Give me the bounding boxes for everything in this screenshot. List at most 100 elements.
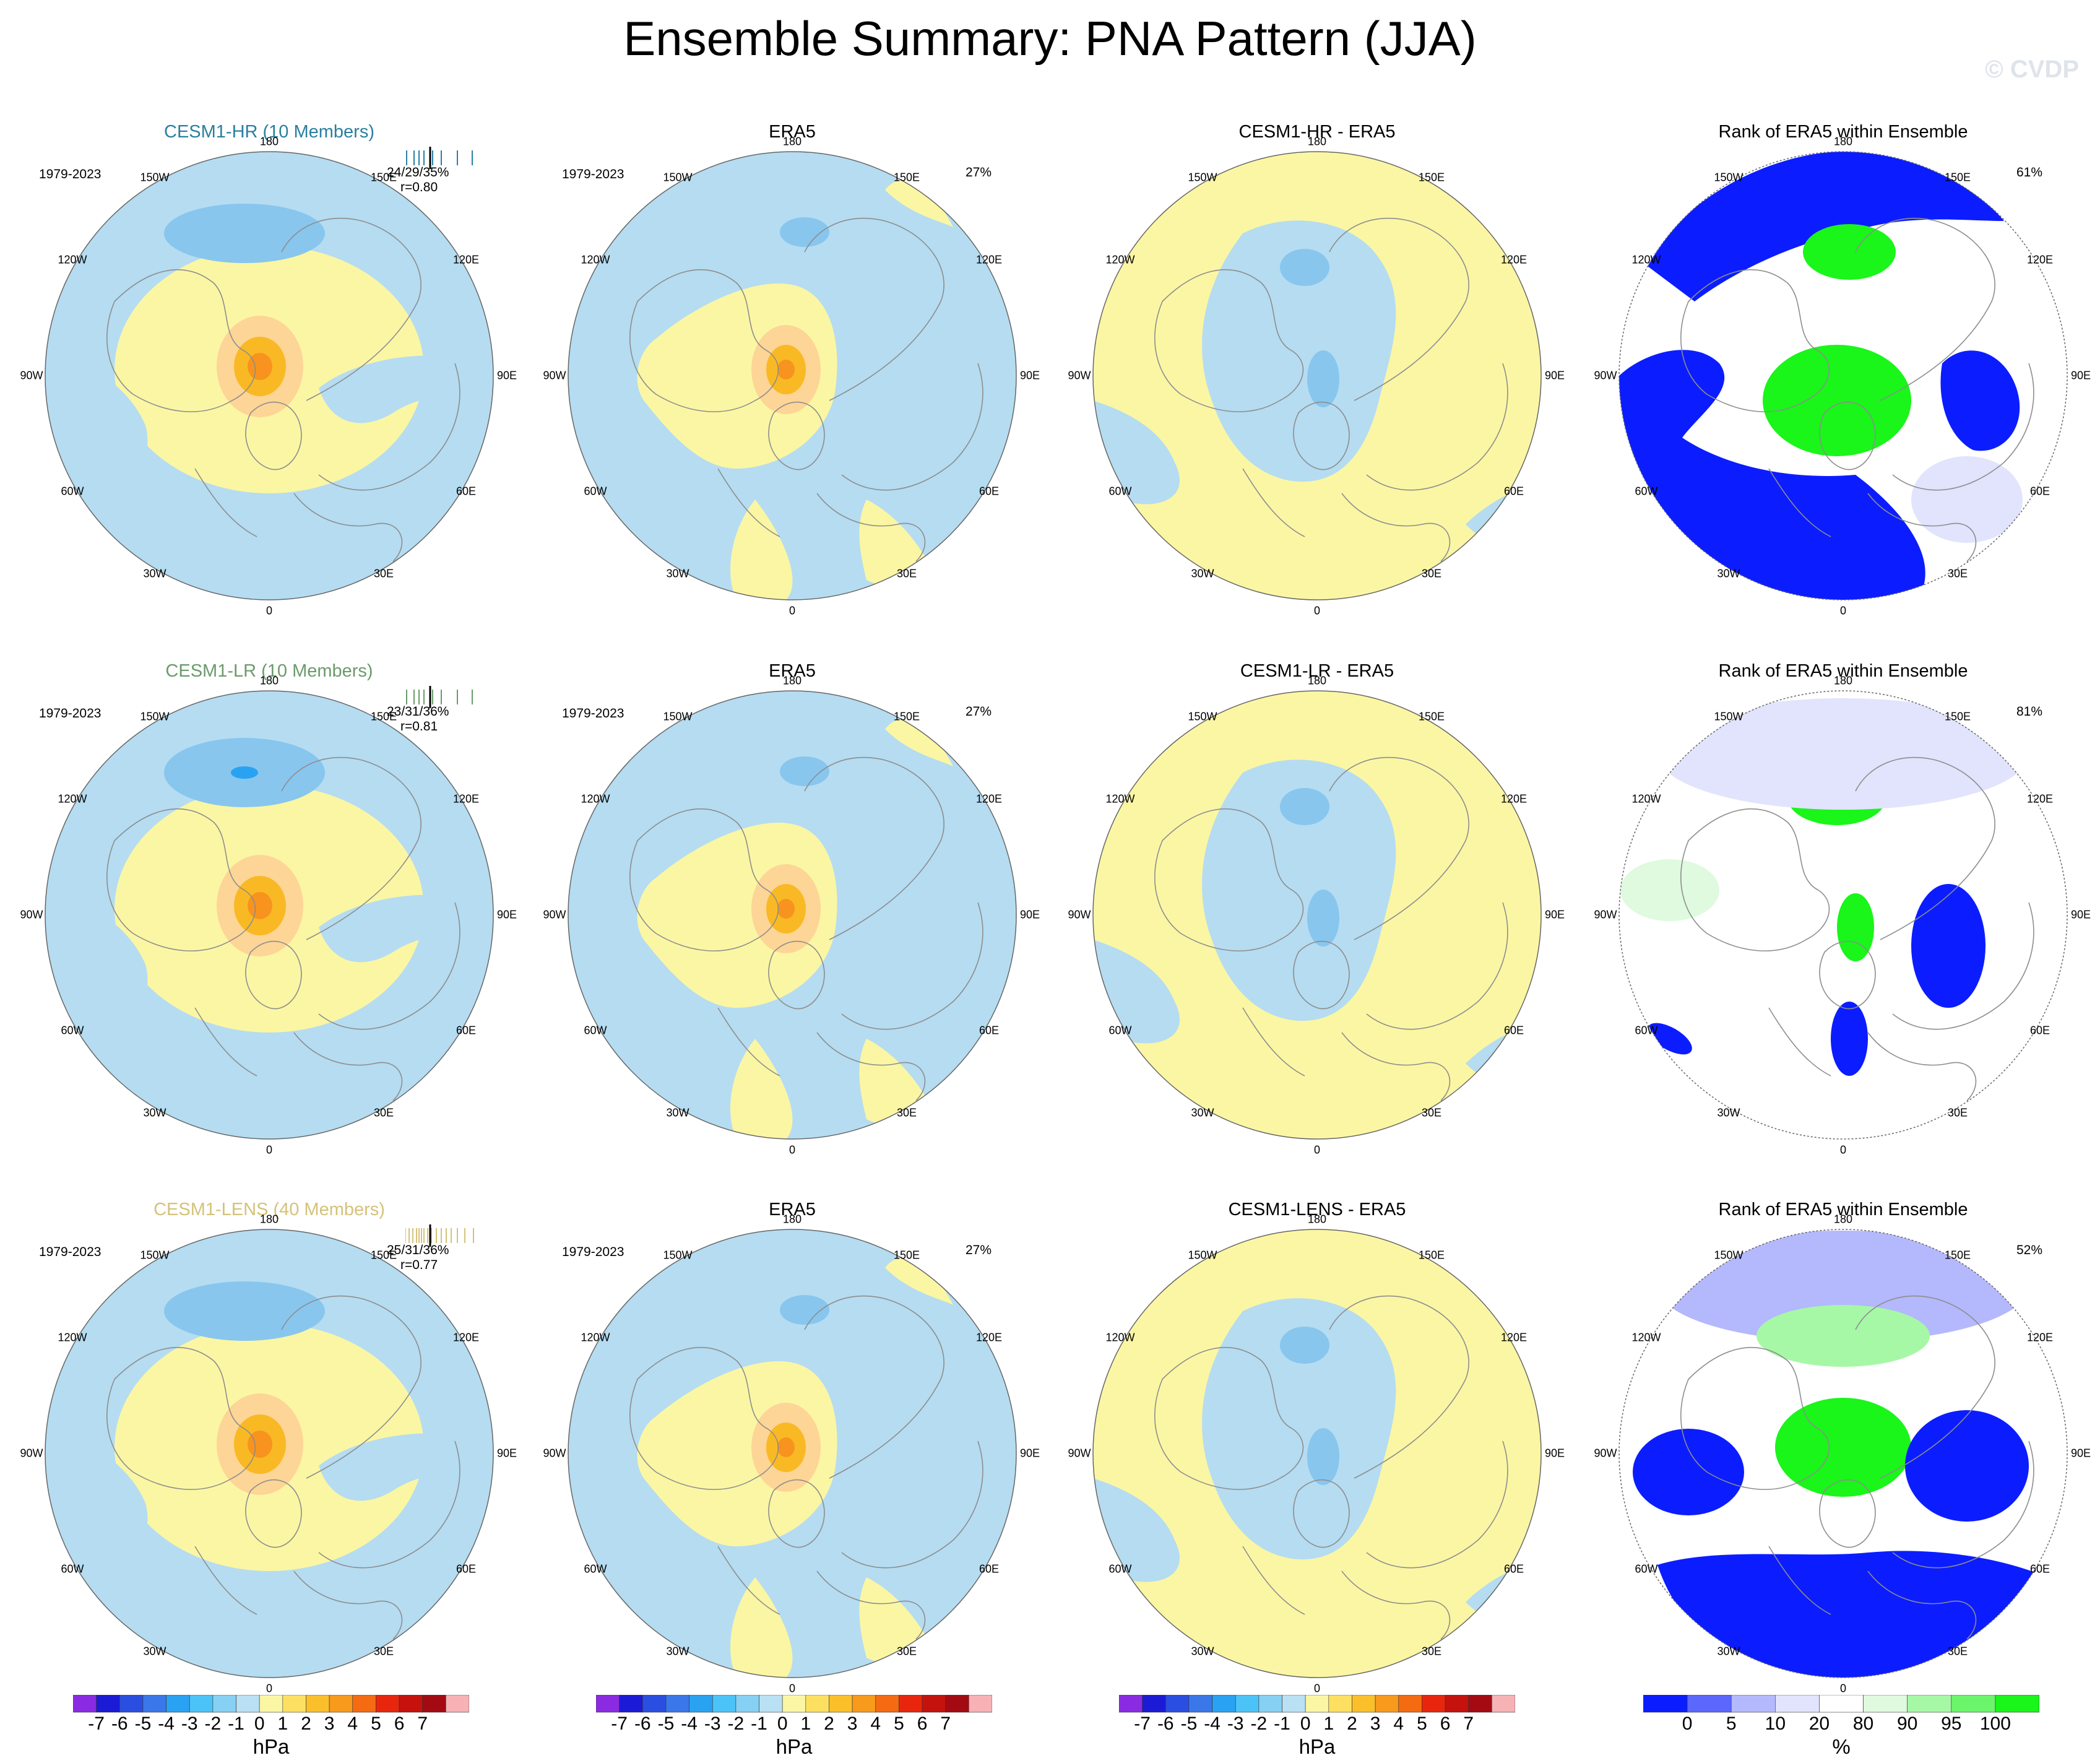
colorbar-tick-label: -3	[1227, 1713, 1244, 1734]
colorbar-tick-label: -5	[134, 1713, 152, 1734]
rank-low-region	[1940, 350, 2020, 451]
panel-years-ensemble-1: 1979-2023	[39, 167, 102, 181]
coastline-europe	[1242, 1546, 1451, 1640]
colorbar-tick-label: -2	[204, 1713, 222, 1734]
watermark: © CVDP	[1985, 56, 2079, 83]
colorbar-swatch	[189, 1695, 214, 1713]
colorbar-swatch	[1445, 1695, 1469, 1713]
colorbar-tick-label: 7	[417, 1713, 428, 1734]
grid-label-top: 180	[1307, 1213, 1327, 1226]
coastline-greenland	[245, 940, 302, 1010]
colorbar-swatch	[1258, 1695, 1282, 1713]
coastline-greenland	[768, 1479, 825, 1548]
grid-label-top: 180	[782, 674, 802, 687]
grid-label-lower_right_inner: 30E	[1947, 1645, 1968, 1658]
panel-title-rank-3: Rank of ERA5 within Ensemble	[1718, 1200, 1968, 1219]
grid-label-upper_left_outer: 120W	[1631, 792, 1661, 805]
coastline-greenland	[1819, 401, 1876, 470]
coastline-europe	[1242, 468, 1451, 562]
rank-low-region	[1633, 1429, 1744, 1515]
colorbar-swatch	[852, 1695, 876, 1713]
panel-title-ensemble-1: CESM1-HR (10 Members)	[164, 122, 374, 142]
colorbar-tick-label: 7	[940, 1713, 951, 1734]
map-diff-1	[1092, 151, 1542, 600]
map-ensemble-3	[45, 1229, 494, 1678]
field-negative-core	[780, 217, 829, 247]
colorbar-tick-label: -5	[1180, 1713, 1198, 1734]
colorbar-tick-label: -1	[228, 1713, 244, 1734]
field-negative-region	[1202, 1298, 1396, 1560]
colorbar-swatch	[596, 1695, 620, 1713]
field-positive-region	[730, 1039, 793, 1139]
grid-label-left: 90W	[1594, 369, 1617, 382]
grid-label-lower_left_inner: 30W	[1191, 1106, 1214, 1119]
field-negative-core	[164, 204, 325, 263]
map-border	[45, 690, 494, 1140]
grid-label-left: 90W	[20, 908, 43, 921]
grid-label-left: 90W	[20, 369, 43, 382]
grid-label-lower_left_inner: 30W	[666, 1106, 689, 1119]
map-ensemble-1	[45, 151, 494, 600]
colorbar-swatch	[446, 1695, 469, 1713]
panel-pct-rank-2: 81%	[2016, 704, 2043, 719]
pattern-corr-r-3: r=0.77	[400, 1258, 438, 1272]
grid-label-upper_left_outer: 120W	[1631, 1331, 1661, 1344]
grid-label-upper_right_outer: 120E	[1500, 1331, 1527, 1344]
field-negative-region	[319, 355, 493, 423]
map-border	[568, 151, 1017, 600]
field-negative-core	[1280, 249, 1329, 286]
coastline-greenland	[245, 401, 302, 470]
grid-label-bottom: 0	[1839, 604, 1847, 617]
grid-label-right: 90E	[1544, 1447, 1565, 1460]
field-negative-core	[1307, 350, 1339, 407]
field-positive-core	[777, 1437, 795, 1457]
grid-label-upper_right_inner: 150E	[893, 171, 920, 184]
coastline-eurasia	[281, 1295, 460, 1569]
grid-label-bottom: 0	[266, 604, 273, 617]
colorbar-swatch	[1731, 1695, 1776, 1713]
colorbar-tick-label: 5	[1417, 1713, 1427, 1734]
grid-label-upper_right_outer: 120E	[975, 792, 1003, 805]
panel-pct-era5-3: 27%	[966, 1243, 992, 1257]
grid-label-lower_right_inner: 30E	[373, 1645, 394, 1658]
field-negative-core	[164, 1281, 325, 1341]
coastline-north-america	[1154, 1347, 1304, 1490]
grid-label-upper_right_outer: 120E	[975, 1331, 1003, 1344]
colorbar-swatch	[1492, 1695, 1515, 1713]
colorbar-swatch	[665, 1695, 689, 1713]
grid-label-right: 90E	[2070, 369, 2091, 382]
grid-label-lower_right_outer: 60E	[456, 1562, 477, 1575]
grid-label-bottom: 0	[1313, 1682, 1321, 1695]
grid-label-bottom: 0	[266, 1682, 273, 1695]
colorbar-swatch	[422, 1695, 446, 1713]
colorbar-swatch	[1995, 1695, 2039, 1713]
colorbar-hpa-3	[1119, 1695, 1515, 1713]
coastline-north-america	[629, 269, 779, 412]
grid-label-right: 90E	[1019, 369, 1040, 382]
grid-label-top: 180	[1307, 135, 1327, 148]
field-negative-core	[780, 756, 829, 786]
colorbar-tick-label: 3	[847, 1713, 858, 1734]
rank-low-region	[1645, 152, 2004, 301]
grid-label-lower_right_inner: 30E	[896, 567, 917, 580]
rank-high-region	[1837, 893, 1874, 961]
field-positive-core	[248, 1431, 272, 1458]
grid-label-bottom: 0	[1839, 1143, 1847, 1156]
grid-label-lower_left_outer: 60W	[61, 1024, 84, 1037]
grid-label-lower_right_outer: 60E	[2029, 1562, 2050, 1575]
map-border	[45, 151, 494, 600]
field-negative-region	[319, 1433, 493, 1501]
coastline-north-america	[629, 1347, 779, 1490]
coastline-europe	[717, 1546, 926, 1640]
grid-label-right: 90E	[496, 369, 517, 382]
colorbar-swatch	[1863, 1695, 1908, 1713]
grid-label-left: 90W	[1068, 1447, 1091, 1460]
panel-years-ensemble-3: 1979-2023	[39, 1245, 102, 1259]
coastline-north-america	[106, 269, 256, 412]
grid-label-upper_left_inner: 150W	[140, 710, 170, 723]
coastline-eurasia	[1855, 1295, 2034, 1569]
grid-label-right: 90E	[496, 908, 517, 921]
field-positive-region	[730, 500, 793, 600]
grid-label-lower_right_outer: 60E	[1503, 1562, 1524, 1575]
colorbar-swatch	[1305, 1695, 1329, 1713]
